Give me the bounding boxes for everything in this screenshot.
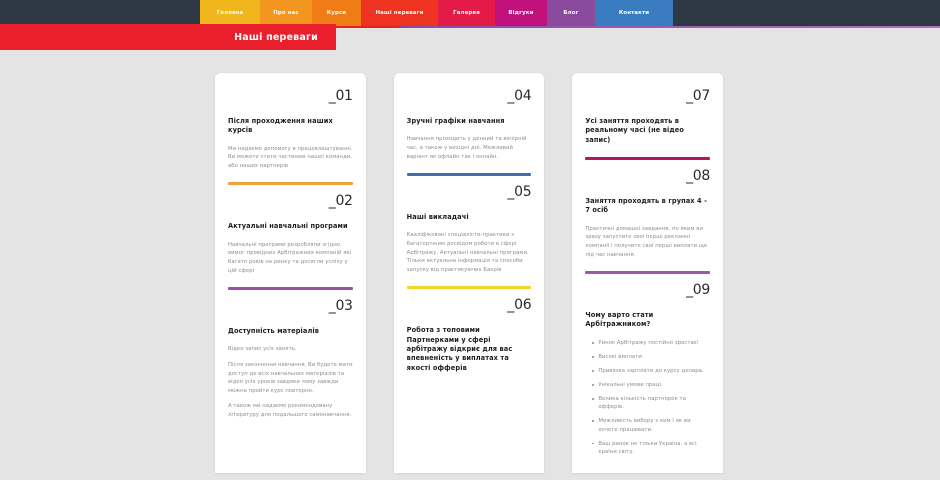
advantage-section: _02 Актуальні навчальні програми Навчальні… xyxy=(228,193,353,291)
list-item: Ринок Арбітражу постійно зростає! xyxy=(592,339,710,347)
nav-item-2[interactable]: Про нас xyxy=(260,0,312,26)
section-paragraph: Після закінчення навчання, Ви будете мат… xyxy=(228,362,353,394)
list-item: Привязка зарплати до курсу долара. xyxy=(592,367,710,375)
section-title: Чому варто стати Арбітражником? xyxy=(585,311,654,329)
section-title: Після проходження наших курсів xyxy=(228,117,333,135)
section-body: Відео запис усіх занять. Після закінчення… xyxy=(228,345,353,419)
nav-left-spacer xyxy=(0,0,200,26)
list-item: Високі виплати. xyxy=(592,353,710,361)
advantage-section: _07 Усі заняття проходять в реальному час… xyxy=(585,88,711,161)
section-paragraph: Ми надаємо допомогу в працевлаштуванні. … xyxy=(228,145,353,169)
nav-items: Головна Про нас Курси Наші переваги Галерея В… xyxy=(200,0,673,26)
list-item: Унікальні умови праці. xyxy=(592,381,710,389)
section-paragraph: А також ми надаємо рекомендовану літерат… xyxy=(228,403,352,418)
section-divider xyxy=(406,286,532,290)
section-title: Робота з топовими Партнерками у сфері ар… xyxy=(406,326,513,372)
section-paragraph: Практичні домашні завдання, по яким ви з… xyxy=(585,225,708,258)
nav-item-3[interactable]: Курси xyxy=(312,0,361,26)
nav-item-5[interactable]: Галерея xyxy=(438,0,495,26)
list-item: Ваш ринок не тільки Україна, а всі країн… xyxy=(592,440,710,457)
advantage-card: _01 Після проходження наших курсів Ми нада… xyxy=(215,73,366,473)
nav-item-8[interactable]: Контакти xyxy=(595,0,673,26)
list-item: Можливість вибору з ким і як ви хочете п… xyxy=(592,417,710,434)
section-body: Ми надаємо допомогу в працевлаштуванні. … xyxy=(228,145,353,171)
nav-item-6[interactable]: Відгуки xyxy=(495,0,547,26)
nav-item-7[interactable]: Блог xyxy=(547,0,595,26)
section-divider xyxy=(585,157,711,161)
section-body: Навчання проходить у денний та вечірній … xyxy=(407,135,532,161)
section-title: Актуальні навчальні програми xyxy=(228,222,348,231)
advantage-section: _03 Доступність матеріалів Відео запис усі… xyxy=(228,299,353,419)
list-item: Велика кількість партнерок та офферів. xyxy=(592,395,710,412)
nav-underline-accent xyxy=(0,26,940,28)
section-divider xyxy=(585,271,711,275)
nav-item-1[interactable]: Головна xyxy=(200,0,260,26)
section-title: Заняття проходять в групах 4 - 7 осіб xyxy=(585,197,707,215)
section-title: Доступність матеріалів xyxy=(228,327,320,336)
advantage-section: _09 Чому варто стати Арбітражником? Ринок … xyxy=(585,283,710,456)
nav-right-spacer xyxy=(673,0,940,26)
advantage-section: _04 Зручні графіки навчання Навчання прохо… xyxy=(406,88,532,177)
section-number: _04 xyxy=(507,88,532,104)
section-body: Навчальні програми розробляли згідно вим… xyxy=(228,241,353,275)
advantage-card: _07 Усі заняття проходять в реальному час… xyxy=(572,73,724,473)
section-divider xyxy=(406,173,532,177)
page-title-banner: Наші переваги xyxy=(0,24,336,50)
advantages-card-grid: _01 Після проходження наших курсів Ми нада… xyxy=(215,73,724,473)
section-number: _09 xyxy=(686,282,711,299)
section-paragraph: Навчальні програми розробляли згідно вим… xyxy=(228,241,352,274)
nav-item-4[interactable]: Наші переваги xyxy=(361,0,438,26)
top-navigation-bar: Головна Про нас Курси Наші переваги Галерея В… xyxy=(0,0,940,26)
advantage-section: _06 Робота з топовими Партнерками у сфері… xyxy=(407,298,532,373)
section-title: Усі заняття проходять в реальному часі (… xyxy=(585,117,684,144)
section-title: Наші викладачі xyxy=(406,213,469,222)
page-title: Наші переваги xyxy=(234,31,318,43)
benefits-list: Ринок Арбітражу постійно зростає! Високі … xyxy=(585,339,710,457)
section-number: _05 xyxy=(507,184,532,201)
section-number: _08 xyxy=(686,168,711,185)
section-body: Практичні домашні завдання, по яким ви з… xyxy=(585,225,710,259)
section-divider xyxy=(228,287,353,291)
advantage-section: _08 Заняття проходять в групах 4 - 7 осіб… xyxy=(585,168,711,275)
section-number: _06 xyxy=(507,297,532,314)
section-body: Кваліфіковані спеціалісти-практики з баг… xyxy=(407,231,532,274)
advantage-card: _04 Зручні графіки навчання Навчання прохо… xyxy=(393,73,545,473)
advantage-section: _01 Після проходження наших курсів Ми нада… xyxy=(228,88,353,186)
section-paragraph: Кваліфіковані спеціалісти-практики з баг… xyxy=(406,232,529,273)
section-divider xyxy=(228,182,353,186)
advantage-section: _05 Наші викладачі Кваліфіковані спеціаліс… xyxy=(406,184,532,290)
section-paragraph: Навчання проходить у денний та вечірній … xyxy=(406,136,527,160)
section-number: _02 xyxy=(328,193,353,210)
section-title: Зручні графіки навчання xyxy=(406,117,505,125)
section-paragraph: Відео запис усіх занять. xyxy=(228,346,297,353)
section-number: _03 xyxy=(328,298,353,315)
section-number: _07 xyxy=(686,88,711,104)
section-number: _01 xyxy=(328,88,353,104)
